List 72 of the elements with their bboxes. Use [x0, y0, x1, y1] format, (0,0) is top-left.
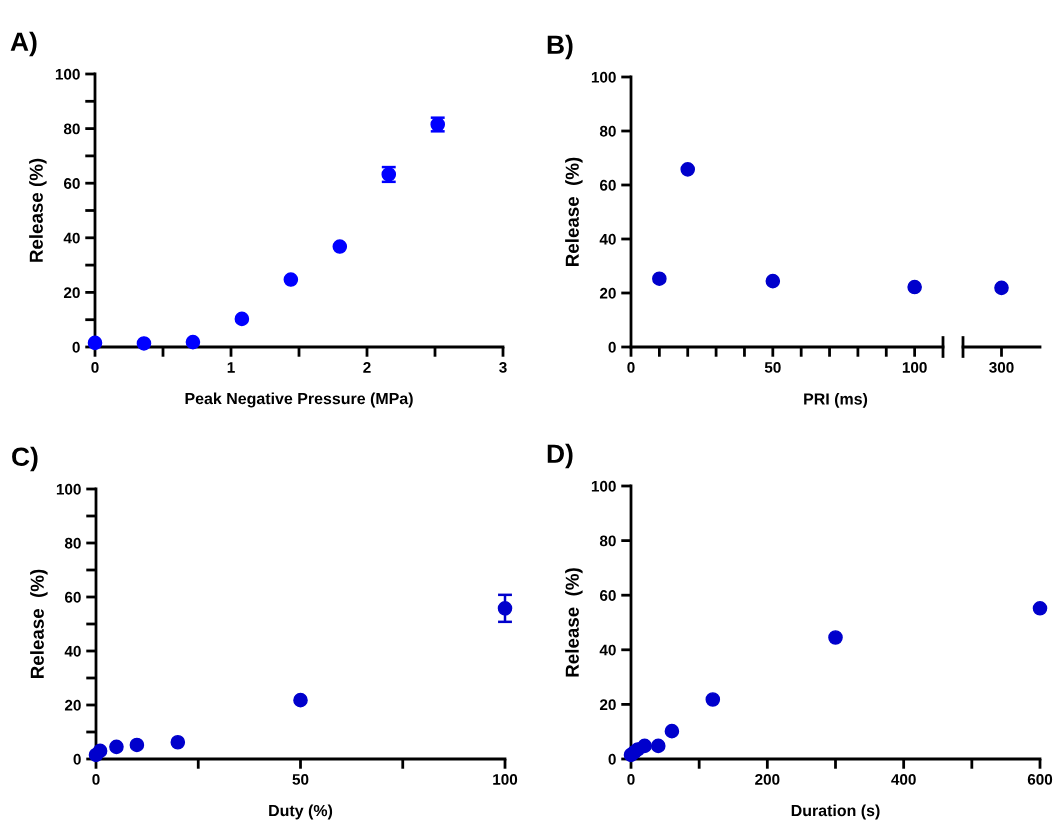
y-tick-label: 20 [599, 699, 616, 711]
x-axis-title: Duration (s) [791, 804, 880, 820]
x-tick-label: 2 [363, 361, 371, 373]
x-tick-label: 300 [989, 361, 1014, 373]
point [680, 162, 696, 177]
y-tick-label: 20 [64, 699, 81, 711]
y-tick-label: 0 [73, 753, 81, 765]
chart-title: C) [12, 446, 38, 472]
y-tick-label: 80 [64, 537, 81, 549]
x-tick-label: 0 [92, 773, 100, 785]
y-tick-label: 40 [599, 644, 616, 656]
y-tick-label: 60 [63, 178, 80, 189]
x-axis-title: Peak Negative Pressure (MPa) [185, 392, 413, 408]
y-axis-title: Release (%) [565, 568, 583, 677]
point [765, 273, 781, 289]
y-axis-title: Release (%) [29, 158, 47, 262]
point [109, 739, 124, 755]
y-tick-label: 100 [591, 480, 616, 492]
x-tick-label: 600 [1027, 773, 1053, 785]
x-tick-label: 0 [627, 361, 635, 373]
y-tick-label: 60 [64, 591, 81, 603]
point [705, 692, 721, 707]
y-tick-label: 0 [608, 753, 616, 765]
point [170, 734, 186, 750]
point [293, 692, 308, 708]
x-tick-label: 50 [292, 773, 309, 785]
x-tick-label: 100 [902, 361, 927, 373]
y-tick-label: 100 [591, 71, 616, 83]
y-tick-label: 40 [64, 645, 81, 657]
chart-title: B) [547, 34, 573, 60]
point [907, 279, 922, 295]
chart-title: A) [10, 31, 37, 57]
point [652, 271, 667, 286]
point [650, 738, 666, 754]
point [828, 630, 843, 645]
chart-title: D) [547, 443, 573, 469]
point [497, 601, 513, 616]
point [136, 336, 152, 351]
y-tick-label: 20 [599, 287, 616, 299]
y-tick-label: 60 [599, 179, 616, 191]
y-tick-label: 60 [599, 590, 616, 601]
x-tick-label: 50 [764, 361, 781, 373]
point [234, 311, 250, 327]
point [129, 737, 145, 753]
y-tick-label: 100 [56, 483, 81, 495]
point [92, 743, 108, 759]
x-tick-label: 0 [91, 361, 99, 373]
x-tick-label: 1 [227, 362, 235, 373]
y-tick-label: 0 [72, 341, 80, 353]
y-tick-label: 80 [63, 123, 80, 135]
point [283, 272, 299, 287]
x-tick-label: 3 [499, 361, 507, 373]
x-axis-title: Duty (%) [269, 804, 333, 820]
point [185, 334, 201, 350]
x-tick-label: 100 [493, 773, 518, 785]
y-axis-title: Release (%) [30, 569, 48, 678]
point [664, 723, 680, 739]
x-tick-label: 200 [755, 773, 780, 785]
point [1032, 601, 1048, 616]
y-tick-label: 80 [599, 125, 616, 137]
y-tick-label: 0 [608, 341, 616, 353]
y-tick-label: 40 [599, 233, 616, 245]
y-tick-label: 20 [63, 287, 80, 299]
x-axis-title: PRI (ms) [804, 392, 868, 408]
x-tick-label: 0 [627, 773, 635, 785]
y-axis-title: Release (%) [565, 157, 583, 266]
y-tick-label: 100 [55, 68, 80, 80]
point [332, 239, 348, 254]
y-tick-label: 80 [599, 535, 616, 547]
x-tick-label: 400 [891, 773, 916, 785]
y-tick-label: 40 [63, 232, 80, 244]
point [637, 738, 652, 754]
